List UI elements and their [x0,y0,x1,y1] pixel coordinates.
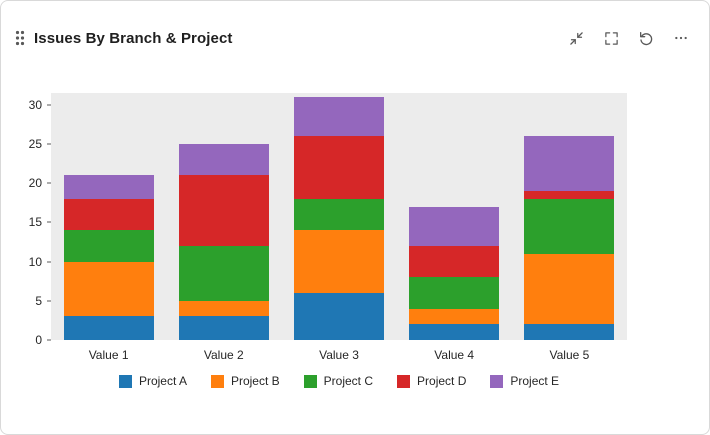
more-icon [675,36,687,40]
chart-legend: Project A Project B Project C Project D Proj… [51,374,627,388]
legend-item: Project C [303,374,374,388]
stacked-bar [63,93,154,340]
bar-segment [178,245,269,301]
bar-segment [524,253,615,325]
collapse-button[interactable] [568,30,584,46]
bar-segment [524,136,615,192]
legend-swatch [397,374,411,388]
x-tick-label: Value 2 [203,348,244,362]
legend-swatch [118,374,132,388]
stacked-bar [294,93,384,340]
bar-segment [178,300,269,317]
bar-segment [63,230,154,262]
legend-label: Project A [138,374,187,388]
drag-handle-icon[interactable] [15,30,25,46]
bar-segment [63,261,154,317]
bar-column [166,93,281,340]
stacked-bar [178,93,269,340]
x-tick-label: Value 5 [549,348,590,362]
y-tick-label: 0 [35,333,42,347]
bar-segment [524,191,615,199]
x-axis-row: Value 1 Value 2 Value 3 Value 4 Value 5 [17,340,627,362]
bar-segment [63,198,154,231]
bar-column [281,93,396,340]
stacked-bar [524,93,615,340]
y-tick-label: 10 [28,254,42,269]
refresh-button[interactable] [638,30,654,46]
fullscreen-button[interactable] [603,30,619,46]
legend-label: Project E [510,374,560,388]
bar-segment [63,316,154,340]
bar-segment [409,277,500,309]
legend-item: Project E [490,374,559,388]
bar-segment [294,136,384,199]
y-axis: 0 5 10 15 20 25 30 [17,93,51,346]
stacked-bar-chart: 0 5 10 15 20 25 30 Value 1 Value 2 Value 3 Value … [1,93,709,388]
bar-column [397,93,512,340]
legend-item: Project D [397,374,466,388]
bar-segment [409,245,500,278]
bar-segment [524,324,615,340]
legend-label: Project C [323,374,374,388]
bar-segment [178,316,269,340]
header-actions [568,30,689,46]
bar-column [512,93,627,340]
bar-segment [409,324,500,340]
x-tick-label: Value 1 [88,348,129,362]
y-tick-label: 20 [28,176,42,191]
bar-segment [63,175,154,199]
bar-segment [294,198,384,231]
x-tick-label: Value 3 [319,348,359,362]
legend-item: Project B [210,374,280,388]
y-tick-mark [47,300,51,302]
collapse-icon [569,31,583,45]
bar-column [51,93,166,340]
y-axis-spacer [17,340,51,362]
bar-segment [178,144,269,176]
more-button[interactable] [673,30,689,46]
chart-row: 0 5 10 15 20 25 30 [17,93,627,346]
y-tick-mark [47,339,51,341]
y-tick-mark [47,104,51,106]
y-tick-mark [47,143,51,145]
y-tick-mark [47,182,51,184]
legend-label: Project D [417,374,467,388]
bar-segment [409,308,500,325]
bar-segment [409,206,500,246]
bar-segment [178,175,269,246]
legend-item: Project A [118,374,187,388]
legend-swatch [490,374,504,388]
y-tick-label: 30 [28,97,42,112]
x-axis: Value 1 Value 2 Value 3 Value 4 Value 5 [51,340,627,362]
legend-swatch [210,374,224,388]
plot-area [51,93,627,340]
y-tick-mark [47,221,51,223]
bar-segment [524,198,615,254]
refresh-icon [640,31,653,46]
legend-label: Project B [230,374,280,388]
y-tick-label: 5 [35,293,42,308]
stacked-bar [409,93,500,340]
bar-segment [294,96,384,137]
y-tick-mark [47,261,51,263]
bar-segment [294,292,384,340]
bar-segment [294,230,384,293]
widget-title: Issues By Branch & Project [34,29,233,47]
y-tick-label: 15 [28,215,42,230]
y-tick-label: 25 [28,136,42,151]
legend-swatch [303,374,317,388]
widget-header: Issues By Branch & Project [1,1,709,57]
x-tick-label: Value 4 [434,348,475,362]
fullscreen-icon [604,31,618,45]
